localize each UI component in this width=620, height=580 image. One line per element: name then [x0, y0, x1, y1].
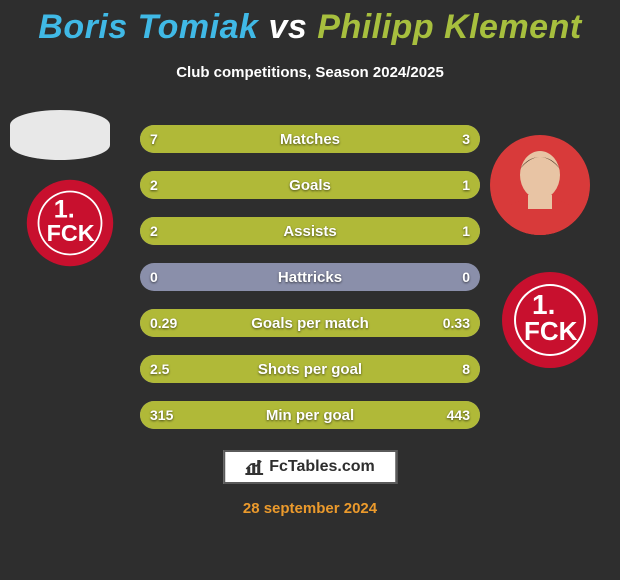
stat-label: Hattricks: [140, 263, 480, 291]
comparison-infographic: Boris Tomiak vs Philipp Klement Club compet…: [0, 0, 620, 580]
stat-row: 21Goals: [140, 171, 480, 199]
stat-bars: 73Matches 21Goals 21Assists 00Hattricks 0.29…: [140, 125, 480, 447]
subtitle: Club competitions, Season 2024/2025: [0, 64, 620, 81]
stat-row: 73Matches: [140, 125, 480, 153]
date-label: 28 september 2024: [0, 500, 620, 517]
vs-label: vs: [268, 8, 307, 46]
stat-label: Min per goal: [140, 401, 480, 429]
player1-avatar: [10, 110, 110, 160]
svg-text:FCK: FCK: [524, 316, 578, 346]
player1-name: Boris Tomiak: [38, 8, 258, 46]
player2-name: Philipp Klement: [317, 8, 581, 46]
stat-row: 2.58Shots per goal: [140, 355, 480, 383]
player2-avatar: [490, 135, 590, 235]
stat-row: 21Assists: [140, 217, 480, 245]
svg-text:FCK: FCK: [47, 220, 95, 246]
stat-label: Shots per goal: [140, 355, 480, 383]
player1-club-crest: 1.FCK: [25, 178, 115, 268]
stat-label: Goals: [140, 171, 480, 199]
page-title: Boris Tomiak vs Philipp Klement: [0, 8, 620, 47]
stat-row: 0.290.33Goals per match: [140, 309, 480, 337]
chart-icon: [245, 459, 263, 475]
source-badge: FcTables.com: [223, 450, 397, 484]
stat-label: Goals per match: [140, 309, 480, 337]
stat-row: 00Hattricks: [140, 263, 480, 291]
stat-row: 315443Min per goal: [140, 401, 480, 429]
stat-label: Assists: [140, 217, 480, 245]
source-label: FcTables.com: [269, 458, 375, 476]
stat-label: Matches: [140, 125, 480, 153]
player2-club-crest: 1.FCK: [500, 270, 600, 370]
